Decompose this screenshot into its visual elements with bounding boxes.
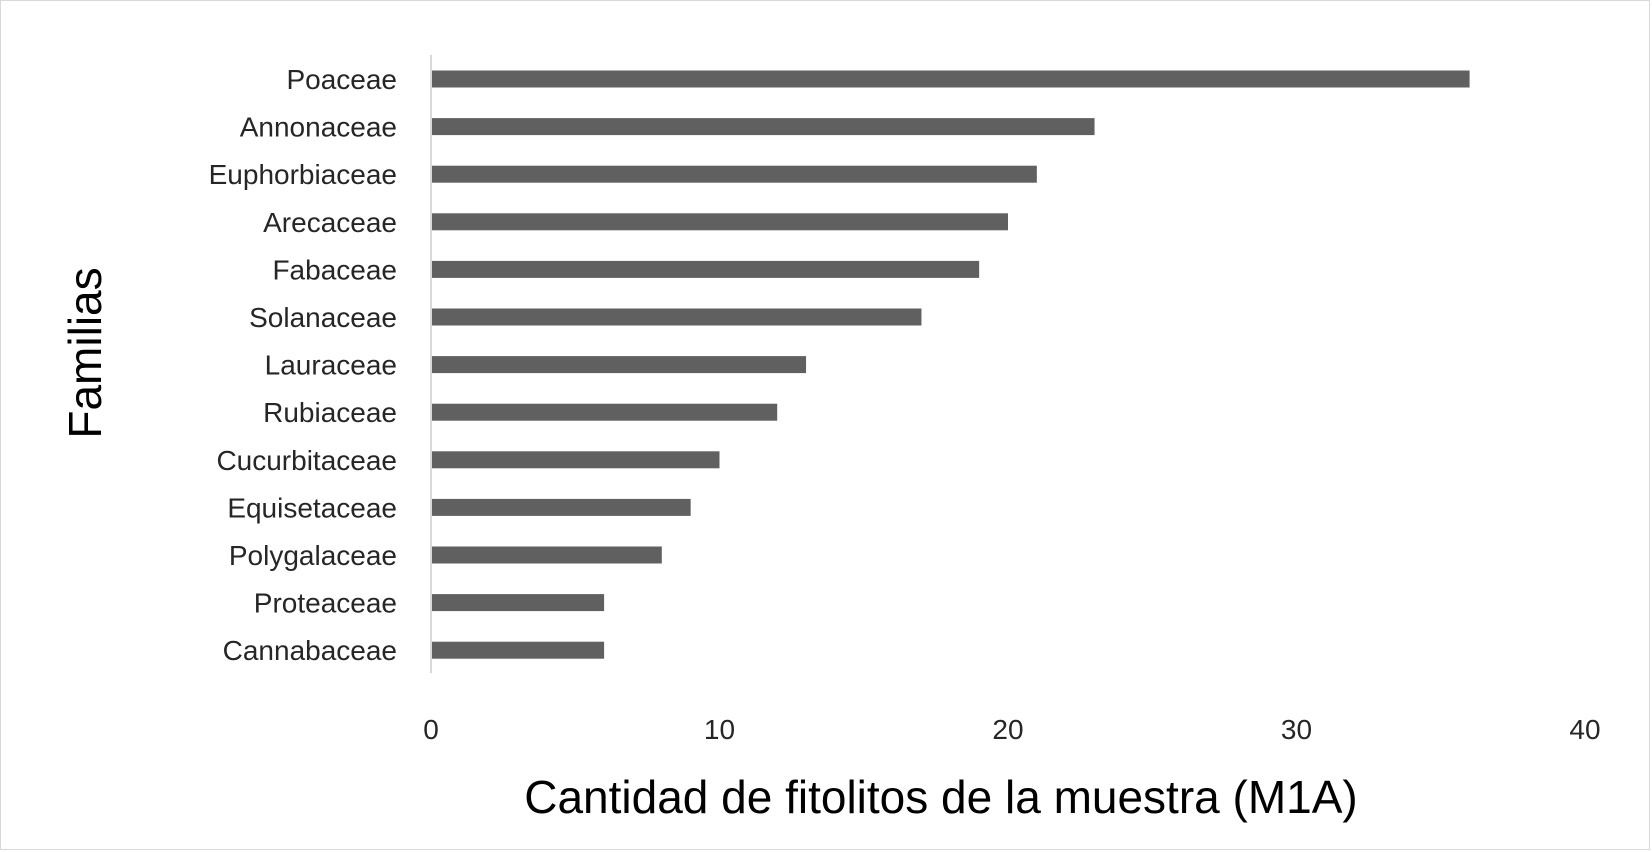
category-label-equisetaceae: Equisetaceae	[227, 492, 397, 523]
x-tick-label-30: 30	[1281, 714, 1312, 745]
bar-equisetaceae	[431, 498, 691, 516]
bar-euphorbiaceae	[431, 165, 1037, 183]
bar-cannabaceae	[431, 641, 605, 659]
category-label-euphorbiaceae: Euphorbiaceae	[209, 159, 397, 190]
bars-group	[431, 70, 1470, 659]
category-label-annonaceae: Annonaceae	[240, 112, 397, 143]
bar-fabaceae	[431, 260, 980, 278]
y-axis-title: Familias	[59, 267, 111, 438]
x-axis-title: Cantidad de fitolitos de la muestra (M1A…	[524, 771, 1358, 823]
x-tick-label-10: 10	[704, 714, 735, 745]
category-label-cannabaceae: Cannabaceae	[223, 635, 397, 666]
bar-cucurbitaceae	[431, 451, 720, 469]
category-label-cucurbitaceae: Cucurbitaceae	[216, 445, 397, 476]
bar-polygalaceae	[431, 546, 662, 564]
bar-annonaceae	[431, 118, 1095, 136]
category-label-poaceae: Poaceae	[286, 64, 397, 95]
category-labels: Poaceae Annonaceae Euphorbiaceae Arecaceae F…	[209, 64, 397, 666]
category-label-rubiaceae: Rubiaceae	[263, 397, 397, 428]
category-label-polygalaceae: Polygalaceae	[229, 540, 397, 571]
x-tick-labels: 0 10 20 30 40	[423, 714, 1600, 745]
bar-lauraceae	[431, 356, 807, 374]
category-label-proteaceae: Proteaceae	[254, 588, 397, 619]
category-label-solanaceae: Solanaceae	[249, 302, 397, 333]
bar-arecaceae	[431, 213, 1008, 231]
category-label-fabaceae: Fabaceae	[272, 254, 397, 285]
category-label-lauraceae: Lauraceae	[265, 350, 397, 381]
bar-solanaceae	[431, 308, 922, 326]
bar-proteaceae	[431, 594, 605, 612]
bar-poaceae	[431, 70, 1470, 88]
x-tick-label-40: 40	[1569, 714, 1600, 745]
x-tick-label-20: 20	[992, 714, 1023, 745]
bar-rubiaceae	[431, 403, 778, 421]
x-tick-label-0: 0	[423, 714, 439, 745]
category-label-arecaceae: Arecaceae	[263, 207, 397, 238]
